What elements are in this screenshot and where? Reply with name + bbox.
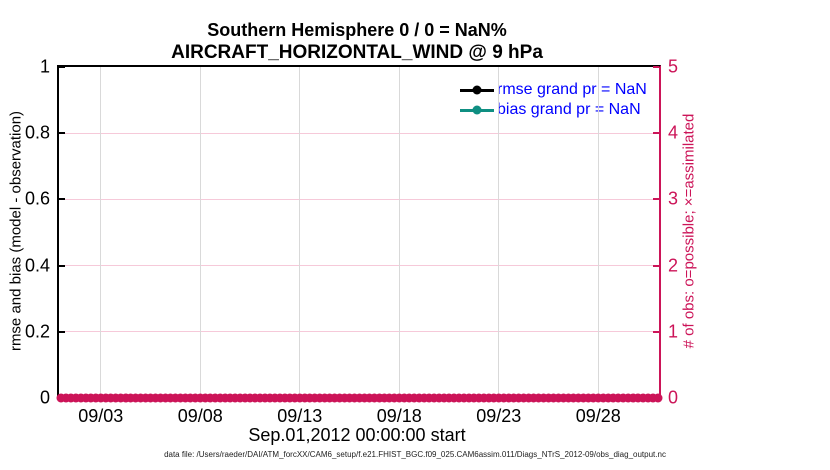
obs-count-markers (56, 393, 663, 403)
legend-marker-dot (472, 105, 482, 115)
left-tick-mark (59, 66, 65, 68)
legend-label: bias grand pr = NaN (497, 101, 641, 118)
horizontal-gridline (59, 198, 659, 200)
left-y-tick-label: 0.6 (24, 188, 50, 209)
x-tick-label: 09/18 (376, 406, 422, 426)
right-tick-mark (653, 264, 659, 267)
left-tick-mark (59, 397, 65, 399)
legend-entry: rmse grand pr = NaN (460, 80, 647, 100)
right-y-tick-label: 2 (668, 255, 679, 276)
right-y-tick-label: 5 (668, 56, 679, 77)
vertical-gridline (299, 67, 301, 398)
legend: rmse grand pr = NaN bias grand pr = NaN (460, 80, 647, 120)
left-y-tick-label: 0.4 (24, 255, 50, 276)
vertical-gridline (498, 67, 500, 398)
left-y-tick-label: 0.2 (24, 321, 50, 342)
vertical-gridline (199, 67, 201, 398)
legend-line-sample (460, 105, 494, 115)
vertical-gridline (398, 67, 400, 398)
right-y-tick-label: 0 (668, 387, 679, 408)
x-tick-label: 09/08 (177, 406, 223, 426)
x-tick-label: 09/28 (575, 406, 621, 426)
right-y-tick-label: 1 (668, 321, 679, 342)
right-y-tick-label: 3 (668, 188, 679, 209)
vertical-gridline (597, 67, 599, 398)
horizontal-gridline (59, 331, 659, 333)
legend-label: rmse grand pr = NaN (497, 81, 647, 98)
left-tick-mark (59, 264, 65, 267)
horizontal-gridline (59, 265, 659, 267)
plot-area: rmse grand pr = NaN bias grand pr = NaN 0… (25, 57, 678, 427)
right-axis-label: # of obs: o=possible; ×=assimilated (680, 113, 698, 349)
horizontal-gridline (59, 132, 659, 134)
left-tick-mark (59, 132, 65, 135)
legend-line-sample (460, 85, 494, 95)
right-tick-mark (653, 330, 659, 333)
left-y-tick-label: 0.8 (24, 122, 50, 143)
chart-title: Southern Hemisphere 0 / 0 = NaN% (207, 20, 507, 40)
data-file-path: data file: /Users/raeder/DAI/ATM_forcXX/… (164, 450, 666, 459)
vertical-gridline (100, 67, 102, 398)
x-tick-label: 09/13 (277, 406, 323, 426)
x-tick-label: 09/23 (476, 406, 522, 426)
left-tick-mark (59, 330, 65, 333)
right-y-tick-label: 4 (668, 122, 679, 143)
right-tick-mark (653, 198, 659, 201)
left-y-tick-label: 0 (39, 387, 50, 408)
right-tick-mark (653, 66, 659, 68)
left-axis-label: rmse and bias (model - observation) (7, 110, 25, 352)
x-tick-label: 09/03 (78, 406, 124, 426)
right-tick-mark (653, 132, 659, 135)
legend-marker-dot (472, 85, 482, 95)
legend-entry: bias grand pr = NaN (460, 100, 647, 120)
x-axis-label: Sep.01,2012 00:00:00 start (248, 425, 466, 445)
left-y-tick-label: 1 (39, 56, 50, 77)
left-tick-mark (59, 198, 65, 201)
right-tick-mark (653, 397, 659, 399)
chart-subtitle: AIRCRAFT_HORIZONTAL_WIND @ 9 hPa (171, 42, 543, 63)
